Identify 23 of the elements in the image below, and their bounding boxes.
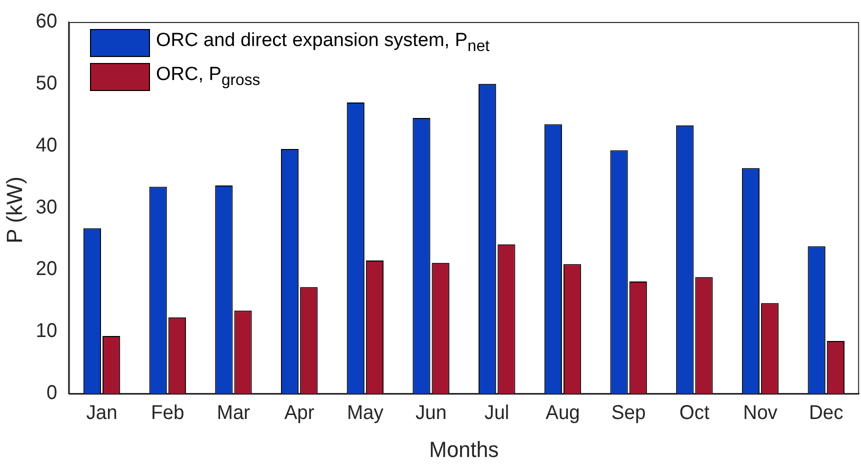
x-axis-title: Months [429, 436, 499, 462]
x-tick-label: Jul [484, 402, 510, 424]
x-tick-label: Dec [808, 402, 844, 424]
legend-label: ORC and direct expansion system, P$_{net}$ [156, 30, 490, 56]
y-tick-label: 40 [36, 134, 58, 156]
x-tick-label: Nov [743, 402, 778, 424]
x-tick-label: Jun [415, 402, 447, 424]
x-tick-label: Mar [216, 402, 251, 424]
y-tick-label: 60 [36, 10, 58, 33]
x-tick-label: Jan [86, 402, 118, 424]
y-axis-title: P (kW) [2, 176, 28, 244]
y-tick-label: 20 [36, 258, 58, 280]
legend-label: ORC, P$_{gross}$ [156, 64, 260, 90]
y-tick-label: 50 [36, 72, 58, 95]
y-tick-label: 30 [36, 196, 58, 218]
x-tick-label: Oct [679, 402, 710, 424]
x-tick-label: Feb [151, 402, 184, 424]
y-tick-label: 10 [36, 320, 58, 342]
y-tick-label: 0 [46, 382, 58, 404]
x-tick-label: May [346, 402, 384, 424]
x-tick-label: Apr [284, 402, 315, 424]
x-tick-label: Aug [546, 402, 580, 424]
x-tick-label: Sep [611, 402, 646, 424]
